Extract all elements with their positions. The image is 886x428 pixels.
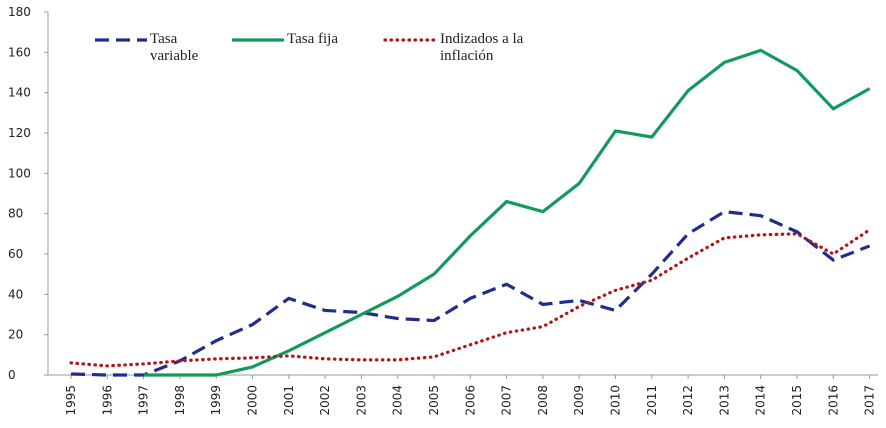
legend-label: Tasa fija — [287, 31, 339, 47]
y-tick-label: 40 — [8, 287, 23, 301]
x-tick-label: 2006 — [463, 385, 477, 416]
y-tick-label: 120 — [8, 126, 31, 140]
x-tick-label: 2016 — [826, 385, 840, 416]
x-tick-label: 2001 — [282, 385, 296, 416]
x-tick-label: 2003 — [354, 385, 368, 416]
x-tick-label: 2000 — [246, 385, 260, 416]
x-tick-label: 2002 — [318, 385, 332, 416]
x-tick-label: 1998 — [173, 385, 187, 416]
x-tick-label: 2009 — [572, 385, 586, 416]
x-tick-label: 1996 — [100, 385, 114, 416]
legend-label: Indizados a la inflación — [440, 31, 524, 64]
x-tick-label: 1999 — [209, 385, 223, 416]
y-tick-label: 140 — [8, 86, 31, 100]
y-tick-label: 180 — [8, 5, 31, 19]
series-line — [69, 228, 872, 368]
y-tick-label: 160 — [8, 45, 31, 59]
x-tick-label: 2015 — [790, 385, 804, 416]
x-tick-label: 1997 — [137, 385, 151, 416]
y-tick-label: 20 — [8, 328, 23, 342]
legend-label: Tasa variable — [150, 31, 199, 64]
x-tick-label: 1995 — [64, 385, 78, 416]
series-line — [70, 209, 871, 377]
x-tick-label: 2004 — [391, 385, 405, 416]
x-tick-label: 2013 — [717, 385, 731, 416]
y-tick-label: 100 — [8, 166, 31, 180]
x-tick-label: 2012 — [681, 385, 695, 416]
series-line — [143, 48, 871, 377]
y-tick-label: 60 — [8, 247, 23, 261]
x-tick-label: 2005 — [427, 385, 441, 416]
x-tick-label: 2011 — [645, 385, 659, 416]
y-tick-label: 80 — [8, 207, 23, 221]
x-tick-label: 2017 — [863, 385, 877, 416]
x-tick-label: 2008 — [536, 385, 550, 416]
x-tick-label: 2014 — [754, 385, 768, 416]
x-tick-label: 2007 — [500, 385, 514, 416]
x-tick-label: 2010 — [609, 385, 623, 416]
y-tick-label: 0 — [8, 368, 16, 382]
